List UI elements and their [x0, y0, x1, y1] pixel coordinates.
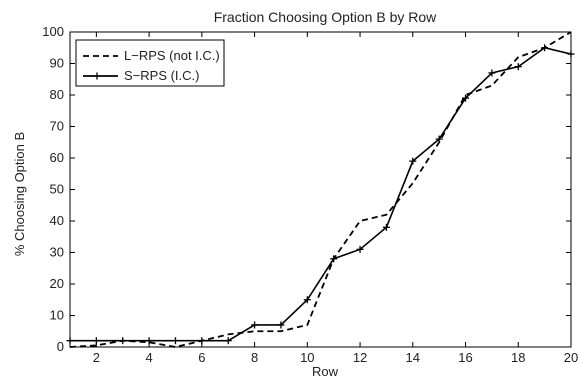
data-point [145, 337, 153, 345]
y-tick-label: 20 [50, 276, 64, 291]
x-tick-label: 12 [353, 350, 367, 365]
x-axis-label: Row [312, 364, 339, 379]
legend-label-2: S−RPS (I.C.) [124, 68, 200, 83]
x-tick-label: 10 [300, 350, 314, 365]
data-point [435, 135, 443, 143]
data-point [171, 337, 179, 345]
x-tick-label: 18 [511, 350, 525, 365]
plot-area: 0 10 20 30 40 50 60 70 80 90 100 2 4 6 8 10 12 14 16 18 20 [42, 24, 578, 365]
data-point [303, 296, 311, 304]
legend-label-1: L−RPS (not I.C.) [124, 48, 220, 63]
y-tick-label: 80 [50, 87, 64, 102]
x-tick-label: 4 [145, 350, 152, 365]
data-point [514, 63, 522, 71]
data-point [92, 337, 100, 345]
y-tick-label: 0 [57, 339, 64, 354]
data-point [66, 337, 74, 345]
data-point [488, 69, 496, 77]
y-tick-label: 50 [50, 182, 64, 197]
chart-title: Fraction Choosing Option B by Row [214, 9, 437, 25]
y-tick-label: 40 [50, 213, 64, 228]
y-tick-label: 10 [50, 308, 64, 323]
data-point [119, 337, 127, 345]
x-tick-label: 2 [93, 350, 100, 365]
legend: L−RPS (not I.C.) S−RPS (I.C.) [75, 39, 225, 87]
x-tick-label: 14 [406, 350, 420, 365]
data-point [224, 337, 232, 345]
data-point [277, 321, 285, 329]
data-point [330, 255, 338, 263]
series-line-2 [70, 46, 572, 342]
y-tick-label: 100 [42, 24, 64, 39]
data-point [356, 245, 364, 253]
legend-box [75, 39, 225, 87]
data-point [567, 50, 575, 58]
x-tick-label: 6 [198, 350, 205, 365]
y-tick-label: 30 [50, 245, 64, 260]
y-tick-label: 60 [50, 150, 64, 165]
data-point [462, 94, 470, 102]
data-point [541, 44, 549, 52]
data-point [198, 337, 206, 345]
y-axis-label: % Choosing Option B [12, 132, 27, 256]
x-tick-label: 8 [251, 350, 258, 365]
data-point [251, 321, 259, 329]
y-tick-label: 90 [50, 56, 64, 71]
x-tick-label: 20 [564, 350, 578, 365]
x-tick-label: 16 [458, 350, 472, 365]
data-point [382, 223, 390, 231]
y-tick-label: 70 [50, 119, 64, 134]
series-line-1 [69, 31, 572, 348]
data-point [409, 157, 417, 165]
